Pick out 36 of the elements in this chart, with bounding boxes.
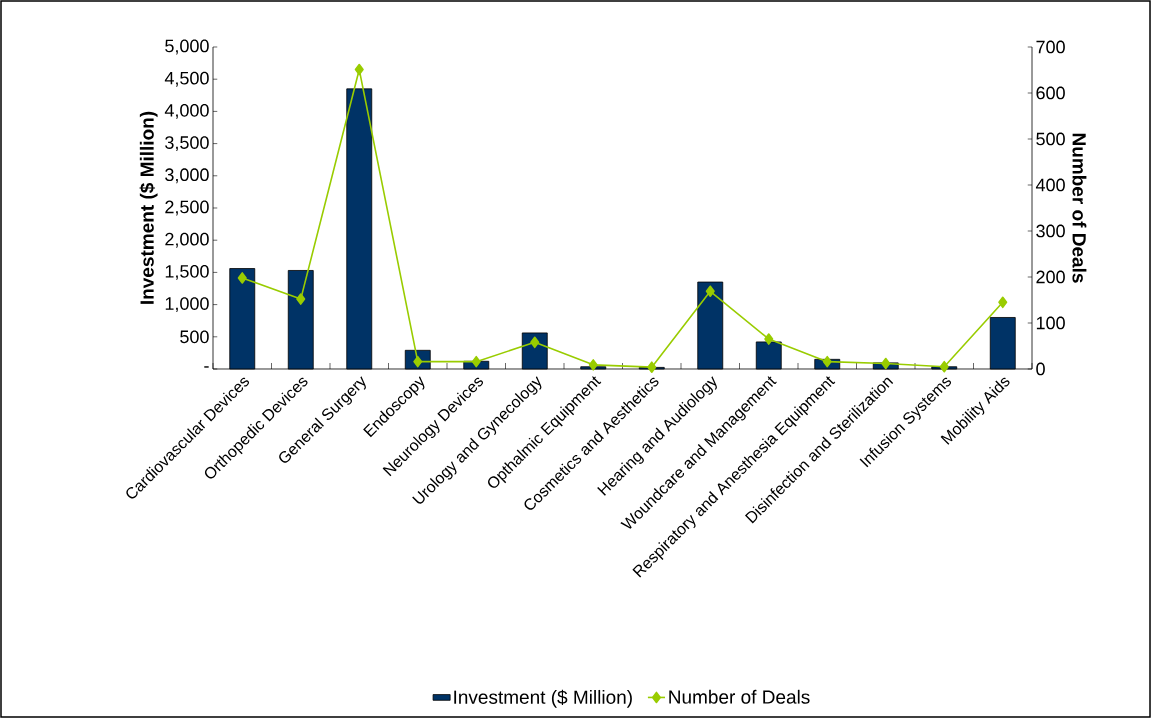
y-tick-label: 1,500: [165, 264, 209, 280]
y-tick-label: 3,500: [165, 136, 209, 152]
y2-tick-label: 400: [1035, 178, 1065, 192]
y2-tick-label: 600: [1036, 86, 1065, 100]
point: [705, 285, 715, 298]
point: [588, 359, 598, 371]
legend-label: Number of Deals: [669, 689, 810, 704]
point: [296, 293, 306, 305]
point: [939, 360, 949, 373]
y-tick-label: 3,000: [165, 168, 209, 184]
point: [354, 63, 364, 76]
y-tick-label: 500: [180, 330, 209, 344]
y2-tick-label: 200: [1036, 270, 1065, 284]
y-tick-label: 2,000: [165, 232, 209, 248]
y-tick-label: -: [204, 366, 209, 368]
y-tick-label: 1,000: [165, 297, 209, 313]
point: [530, 336, 540, 349]
point: [822, 355, 832, 368]
point: [764, 333, 774, 345]
point: [881, 357, 891, 370]
y-tick-label: 5,000: [165, 39, 209, 55]
y2-tick-label: 700: [1036, 40, 1065, 54]
y2-tick-label: 500: [1036, 132, 1065, 146]
point: [647, 361, 657, 373]
y2-tick-label: 300: [1036, 224, 1065, 238]
y-tick-label: 4,000: [164, 103, 209, 119]
y-tick-label: 2,500: [165, 200, 209, 216]
y2-tick-label: 0: [1036, 362, 1045, 376]
point: [471, 355, 481, 368]
legend-label: Investment ($ Million): [454, 689, 632, 708]
point: [998, 296, 1008, 309]
y2-tick-label: 100: [1036, 316, 1065, 330]
y-tick-label: 4,500: [164, 71, 209, 87]
point: [237, 272, 247, 284]
y2-axis-title: Number of Deals: [1072, 133, 1087, 283]
y-axis-title: Investment ($ Million): [139, 111, 158, 304]
